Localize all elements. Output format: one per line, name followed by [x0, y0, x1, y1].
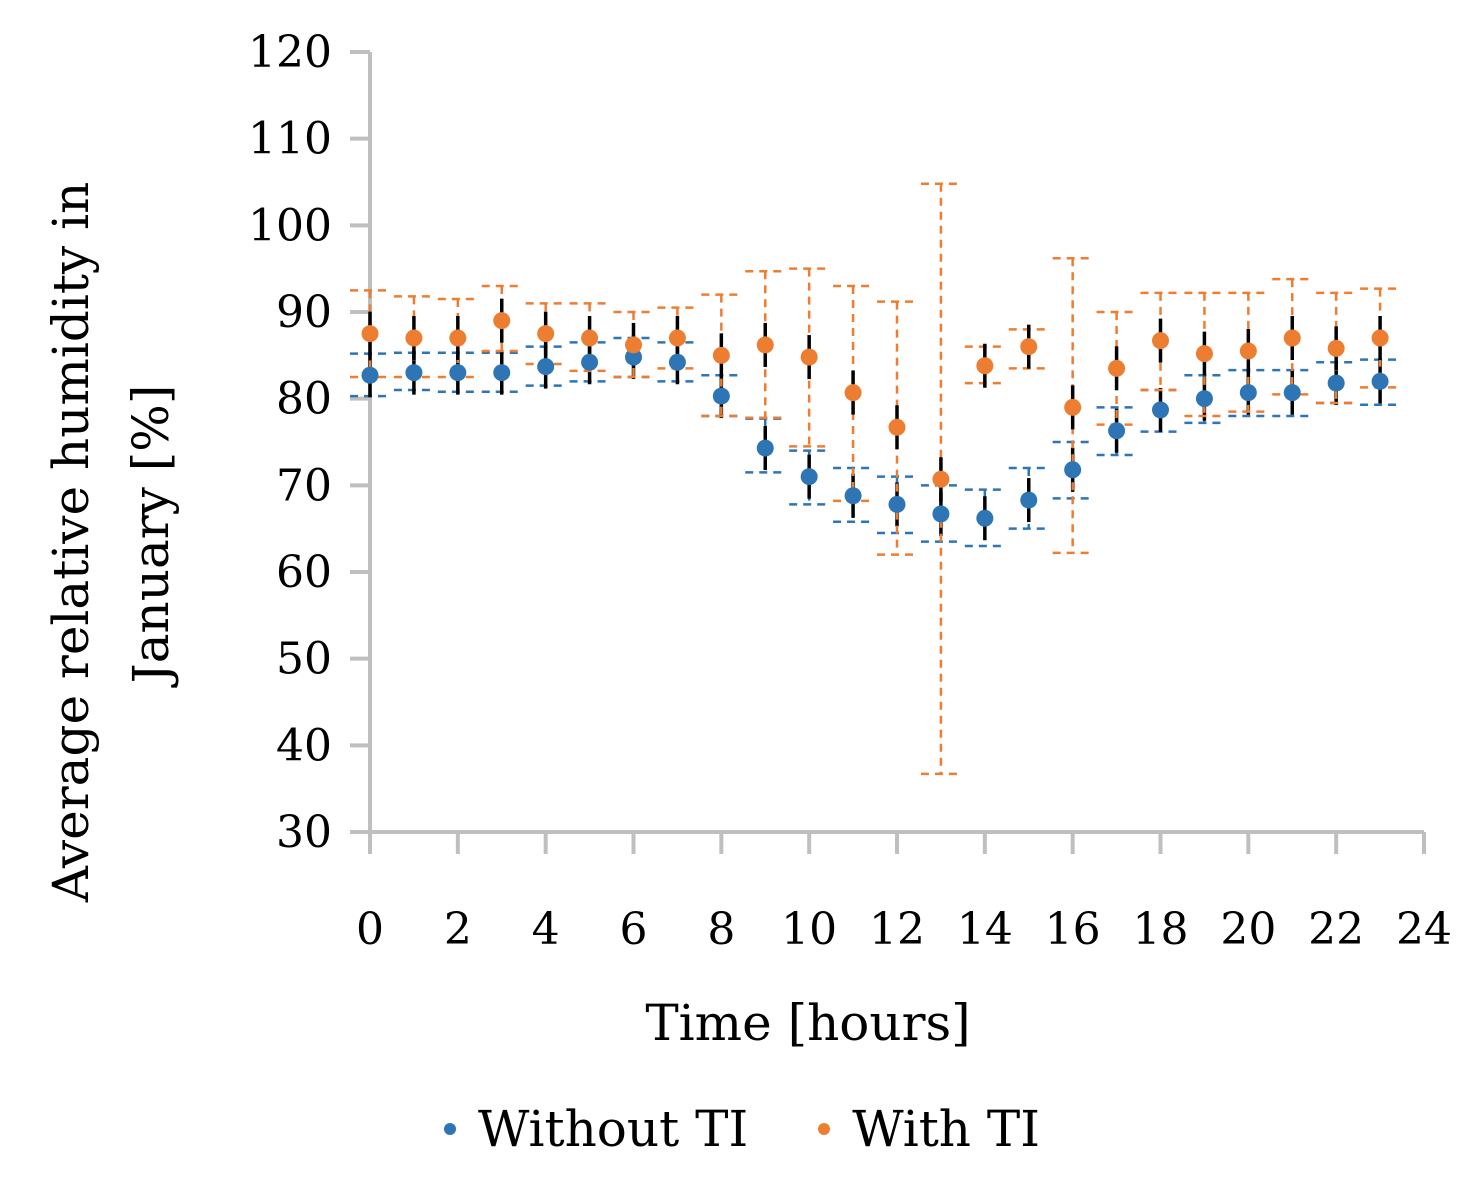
x-tick-label: 0 [356, 904, 384, 955]
y-tick-label: 110 [248, 114, 332, 165]
y-tick-label: 100 [248, 200, 332, 251]
data-point-without-ti [976, 509, 994, 527]
data-points [361, 312, 1389, 527]
data-point-with-ti [581, 329, 599, 347]
x-tick-label: 8 [707, 904, 735, 955]
x-tick-label: 4 [532, 904, 560, 955]
x-tick-label: 2 [444, 904, 472, 955]
axes [350, 50, 1426, 854]
error-bars [350, 182, 1401, 776]
data-point-with-ti [361, 325, 379, 343]
legend-item-without-ti: Without TI [444, 1100, 748, 1158]
data-point-without-ti [1371, 372, 1389, 390]
data-point-with-ti [537, 325, 555, 343]
data-point-with-ti [976, 357, 994, 375]
data-point-with-ti [1371, 329, 1389, 347]
x-tick-label: 10 [781, 904, 837, 955]
data-point-without-ti [581, 353, 599, 371]
data-point-without-ti [1195, 390, 1213, 408]
y-tick-label: 80 [276, 374, 332, 425]
legend-marker-without-ti [444, 1123, 456, 1135]
x-tick-label: 6 [620, 904, 648, 955]
data-point-with-ti [449, 329, 467, 347]
y-tick-label: 30 [276, 807, 332, 858]
data-point-without-ti [888, 495, 906, 513]
data-point-with-ti [625, 336, 642, 354]
y-tick-label: 50 [276, 634, 332, 685]
data-point-without-ti [1283, 384, 1301, 402]
x-tick-label: 22 [1308, 904, 1364, 955]
y-axis-title-line-1: Average relative humidity in [42, 182, 100, 903]
legend-label-with-ti: With TI [852, 1100, 1040, 1158]
data-point-without-ti [449, 364, 467, 382]
y-tick-label: 120 [248, 27, 332, 78]
data-point-without-ti [1108, 422, 1126, 440]
data-point-with-ti [493, 312, 511, 330]
legend-marker-with-ti [818, 1123, 831, 1135]
data-point-without-ti [756, 439, 774, 457]
y-tick-label: 70 [276, 460, 332, 511]
data-point-with-ti [932, 470, 950, 488]
data-point-with-ti [1064, 398, 1082, 416]
y-tick-label: 90 [276, 287, 332, 338]
data-point-without-ti [1064, 461, 1082, 479]
data-point-without-ti [1020, 491, 1038, 509]
y-axis-title: Average relative humidity in January [%] [42, 166, 180, 903]
legend-item-with-ti: With TI [818, 1100, 1040, 1158]
data-point-with-ti [1283, 329, 1301, 347]
data-point-with-ti [1108, 359, 1126, 377]
data-point-without-ti [844, 487, 862, 505]
x-tick-label: 24 [1396, 904, 1452, 955]
data-point-without-ti [625, 348, 642, 366]
data-point-without-ti [361, 366, 379, 384]
x-tick-label: 20 [1220, 904, 1276, 955]
legend: Without TI With TI [0, 1100, 1484, 1158]
data-point-with-ti [844, 384, 862, 402]
data-point-without-ti [1152, 401, 1169, 419]
x-tick-label: 12 [869, 904, 925, 955]
x-tick-label: 16 [1045, 904, 1101, 955]
data-point-with-ti [1195, 345, 1213, 363]
data-point-with-ti [756, 336, 774, 354]
data-point-with-ti [1152, 332, 1169, 350]
x-tick-label: 14 [957, 904, 1013, 955]
data-point-without-ti [712, 387, 730, 405]
y-tick-label: 40 [276, 720, 332, 771]
data-point-with-ti [800, 348, 818, 366]
data-point-without-ti [1239, 384, 1257, 402]
data-point-with-ti [888, 418, 906, 436]
x-tick-label: 18 [1133, 904, 1189, 955]
data-point-with-ti [712, 346, 730, 364]
data-point-with-ti [1327, 339, 1345, 357]
data-point-with-ti [668, 329, 686, 347]
data-point-without-ti [405, 364, 423, 382]
data-point-without-ti [800, 468, 818, 486]
data-point-without-ti [537, 358, 555, 376]
data-point-without-ti [668, 353, 686, 371]
x-axis-title: Time [hours] [645, 994, 970, 1052]
y-tick-label: 60 [276, 547, 332, 598]
y-axis-title-line-2: January [%] [122, 385, 180, 689]
data-point-without-ti [493, 364, 511, 382]
data-point-with-ti [405, 329, 423, 347]
data-point-without-ti [932, 505, 950, 523]
data-point-without-ti [1327, 374, 1345, 392]
legend-label-without-ti: Without TI [478, 1100, 749, 1158]
data-point-with-ti [1020, 338, 1038, 356]
data-point-with-ti [1239, 342, 1257, 360]
